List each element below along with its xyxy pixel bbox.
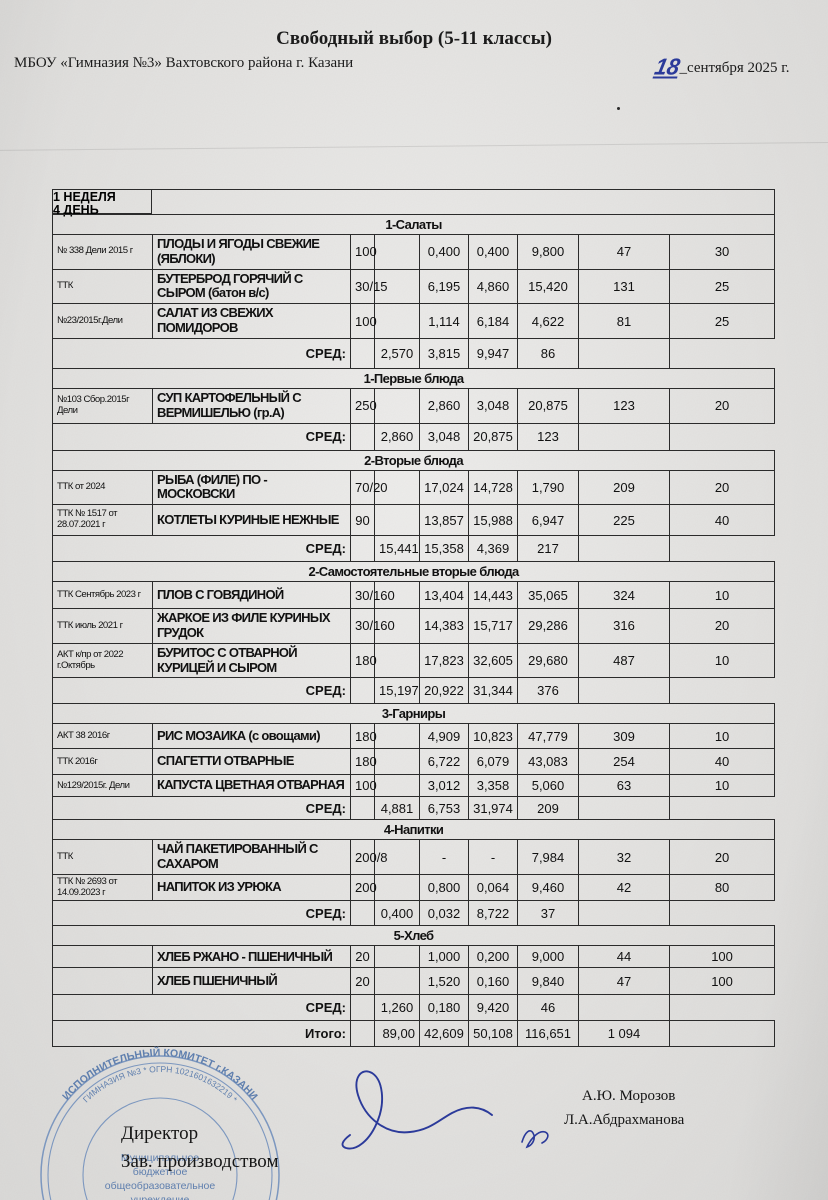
svg-text:общеобразовательное: общеобразовательное [105,1180,216,1192]
svg-text:учреждение: учреждение [131,1194,190,1200]
